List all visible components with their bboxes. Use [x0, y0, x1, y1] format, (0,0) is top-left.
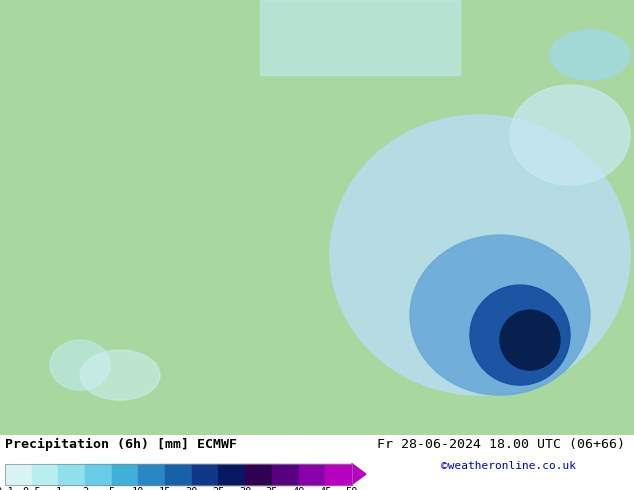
Text: 30: 30 — [239, 487, 252, 490]
Ellipse shape — [80, 350, 160, 400]
Ellipse shape — [50, 340, 110, 390]
Text: 0.1: 0.1 — [0, 487, 15, 490]
Text: 20: 20 — [186, 487, 198, 490]
Ellipse shape — [330, 115, 630, 395]
Text: 40: 40 — [292, 487, 305, 490]
Ellipse shape — [410, 235, 590, 395]
Bar — [272, 464, 299, 485]
Bar — [112, 464, 138, 485]
Bar — [260, 0, 460, 75]
Bar — [325, 464, 352, 485]
Bar — [245, 464, 272, 485]
Polygon shape — [352, 464, 366, 485]
Text: ©weatheronline.co.uk: ©weatheronline.co.uk — [441, 462, 576, 471]
Text: 50: 50 — [346, 487, 358, 490]
Bar — [58, 464, 85, 485]
Text: 2: 2 — [82, 487, 88, 490]
Bar — [32, 464, 58, 485]
Bar — [5, 464, 32, 485]
Text: 45: 45 — [319, 487, 332, 490]
Ellipse shape — [470, 285, 570, 385]
Bar — [299, 464, 325, 485]
Text: 25: 25 — [212, 487, 224, 490]
Text: Precipitation (6h) [mm] ECMWF: Precipitation (6h) [mm] ECMWF — [5, 438, 237, 451]
Text: 5: 5 — [108, 487, 115, 490]
Text: 35: 35 — [266, 487, 278, 490]
Bar — [5, 464, 352, 485]
Bar — [192, 464, 219, 485]
Text: 0.5: 0.5 — [22, 487, 41, 490]
Ellipse shape — [550, 30, 630, 80]
Bar — [85, 464, 112, 485]
Ellipse shape — [510, 85, 630, 185]
Ellipse shape — [500, 310, 560, 370]
Text: 1: 1 — [55, 487, 61, 490]
Text: Fr 28-06-2024 18.00 UTC (06+66): Fr 28-06-2024 18.00 UTC (06+66) — [377, 438, 625, 451]
Bar — [165, 464, 192, 485]
Bar — [138, 464, 165, 485]
Text: 15: 15 — [159, 487, 171, 490]
Text: 10: 10 — [133, 487, 145, 490]
Bar — [219, 464, 245, 485]
